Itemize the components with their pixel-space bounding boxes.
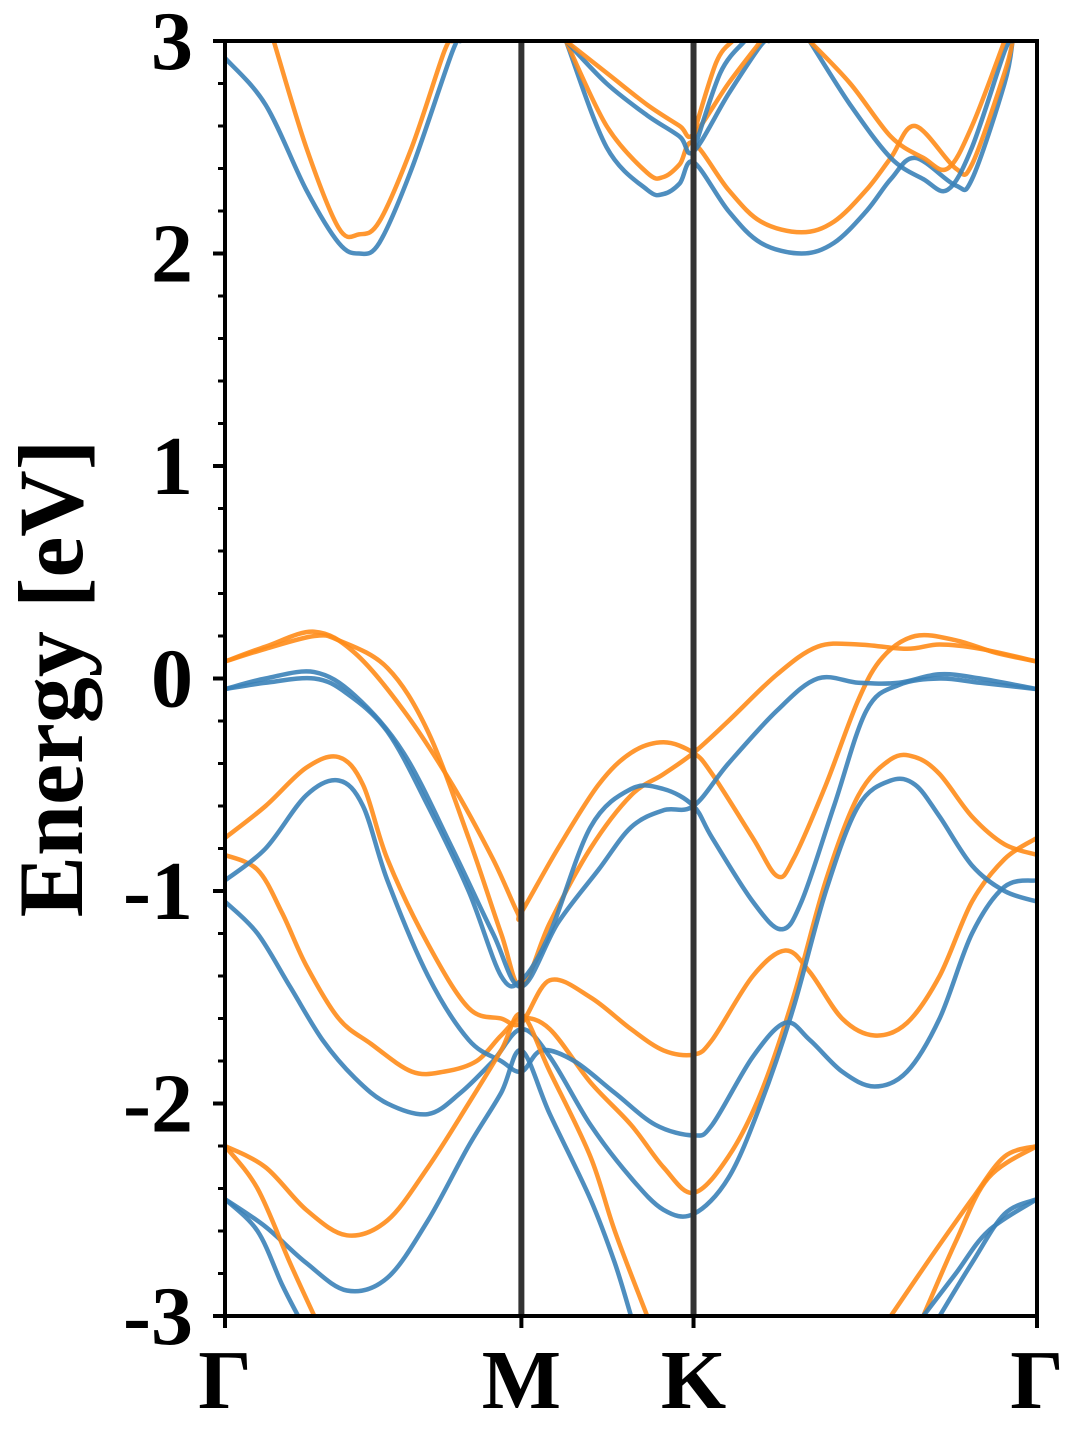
y-axis-ticks: -3 -2 -1 0 1 2 3	[123, 0, 225, 1363]
y-axis-label: Energy [eV]	[0, 440, 102, 918]
blue-band-line	[937, 1196, 1037, 1316]
orange-band-line	[225, 633, 1037, 989]
orange-band-line	[225, 1011, 650, 1316]
high-symmetry-lines	[518, 41, 697, 1316]
y-tick-label: -3	[123, 1270, 193, 1363]
x-tick-label: M	[482, 1334, 561, 1427]
x-tick-label: Γ	[198, 1334, 251, 1427]
series-layer	[225, 41, 1037, 1316]
blue-band-line	[807, 41, 1015, 194]
y-tick-label: -2	[123, 1058, 193, 1151]
orange-band-line	[888, 1143, 1037, 1316]
orange-band-line	[807, 41, 1007, 173]
blue-band-line	[225, 669, 1037, 989]
orange-band-line	[691, 41, 735, 136]
orange-band-line	[225, 754, 1037, 1058]
orange-band-line	[271, 41, 455, 240]
y-tick-label: 0	[151, 633, 193, 726]
blue-band-line	[225, 777, 1037, 1138]
y-tick-label: -1	[123, 845, 193, 938]
blue-band-line	[921, 1197, 1037, 1316]
orange-band-line	[225, 629, 1037, 922]
blue-band-line	[563, 41, 1015, 256]
orange-band-line	[225, 1144, 317, 1316]
blue-band-line	[225, 1197, 301, 1316]
orange-band-line	[564, 41, 763, 140]
blue-band-line	[225, 41, 463, 257]
y-tick-label: 1	[151, 420, 193, 513]
orange-band-line	[225, 752, 1037, 1196]
blue-band-line	[225, 776, 1037, 1219]
blue-band-line	[691, 41, 747, 153]
y-tick-label: 3	[151, 0, 193, 88]
y-tick-label: 2	[151, 208, 193, 301]
blue-band-line	[225, 675, 1037, 989]
x-tick-label: Γ	[1010, 1334, 1063, 1427]
blue-band-line	[564, 41, 771, 156]
orange-band-line	[563, 41, 1015, 235]
x-tick-label: K	[661, 1334, 726, 1427]
orange-band-line	[921, 1144, 1037, 1316]
blue-band-line	[225, 1048, 634, 1316]
